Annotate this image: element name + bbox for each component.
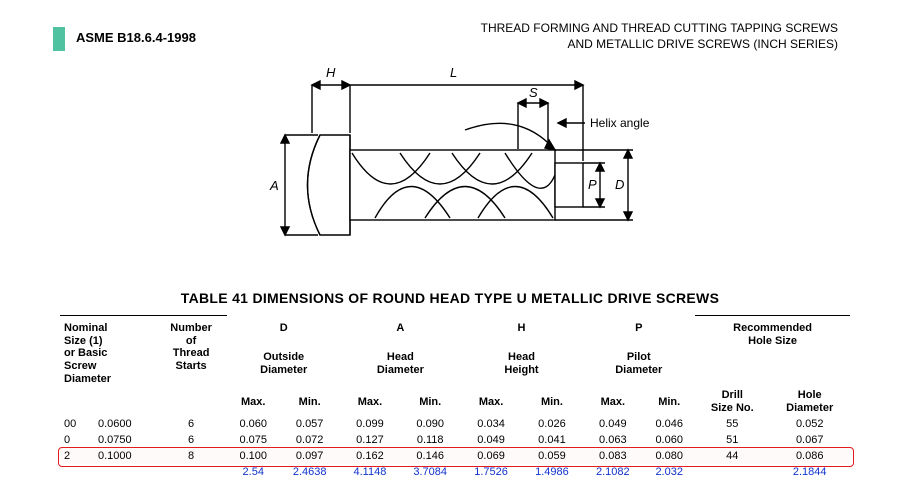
grp-D: D bbox=[227, 316, 340, 341]
title-line-2: AND METALLIC DRIVE SCREWS (INCH SERIES) bbox=[481, 36, 838, 52]
hdr-max: Max. bbox=[461, 387, 522, 416]
title-line-1: THREAD FORMING AND THREAD CUTTING TAPPIN… bbox=[481, 20, 838, 36]
spec-id: ASME B18.6.4-1998 bbox=[76, 30, 196, 45]
table-row: 0 0.0750 6 0.0750.072 0.1270.118 0.0490.… bbox=[60, 432, 850, 448]
hdr-pilot: Pilot Diameter bbox=[582, 341, 695, 387]
screw-diagram: A H L S Helix angle P D bbox=[240, 55, 660, 275]
hdr-min: Min. bbox=[400, 387, 461, 416]
label-L: L bbox=[450, 65, 457, 80]
label-A: A bbox=[269, 178, 279, 193]
grp-H: H bbox=[461, 316, 583, 341]
dimensions-table: Nominal Size (1) or Basic Screw Diameter… bbox=[60, 315, 850, 480]
table-title: TABLE 41 DIMENSIONS OF ROUND HEAD TYPE U… bbox=[0, 290, 900, 306]
hdr-min: Min. bbox=[522, 387, 583, 416]
table-row-highlighted: 2 0.1000 8 0.1000.097 0.1620.146 0.0690.… bbox=[60, 448, 850, 464]
document-title: THREAD FORMING AND THREAD CUTTING TAPPIN… bbox=[481, 20, 838, 52]
hdr-max: Max. bbox=[582, 387, 643, 416]
label-S: S bbox=[529, 85, 538, 100]
hdr-headdia: Head Diameter bbox=[340, 341, 461, 387]
hdr-recommended: Recommended Hole Size bbox=[695, 316, 850, 388]
hdr-headht: Head Height bbox=[461, 341, 583, 387]
table-row: 00 0.0600 6 0.0600.057 0.0990.090 0.0340… bbox=[60, 416, 850, 432]
hdr-max: Max. bbox=[340, 387, 400, 416]
hdr-starts: Number of Thread Starts bbox=[155, 316, 227, 388]
hdr-min: Min. bbox=[279, 387, 340, 416]
grp-P: P bbox=[582, 316, 695, 341]
hdr-outside: Outside Diameter bbox=[227, 341, 340, 387]
accent-bar bbox=[53, 27, 65, 51]
hdr-drill: Drill Size No. bbox=[695, 387, 769, 416]
label-D: D bbox=[615, 177, 624, 192]
table-row-mm: 2.542.4638 4.11483.7084 1.75261.4986 2.1… bbox=[60, 464, 850, 480]
label-helix: Helix angle bbox=[590, 116, 650, 130]
label-H: H bbox=[326, 65, 336, 80]
grp-A: A bbox=[340, 316, 461, 341]
hdr-min: Min. bbox=[643, 387, 695, 416]
hdr-nominal: Nominal Size (1) or Basic Screw Diameter bbox=[60, 316, 155, 388]
hdr-holedia: Hole Diameter bbox=[769, 387, 850, 416]
label-P: P bbox=[588, 177, 597, 192]
hdr-max: Max. bbox=[227, 387, 279, 416]
